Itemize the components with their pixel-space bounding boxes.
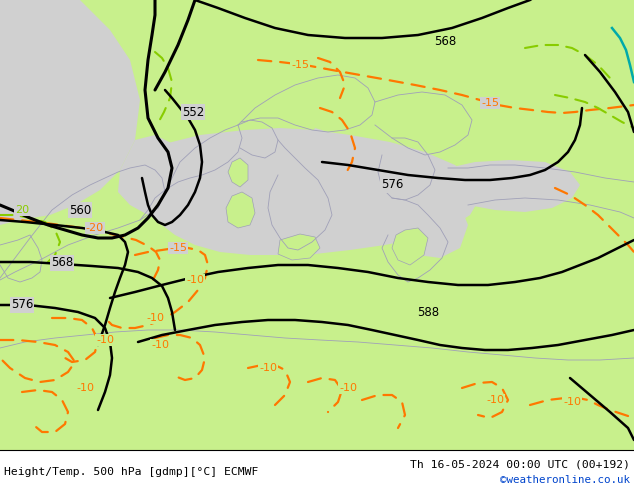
- Polygon shape: [0, 0, 140, 225]
- Text: 576: 576: [381, 178, 403, 192]
- Text: -10: -10: [76, 383, 94, 393]
- Text: -15: -15: [291, 60, 309, 70]
- Text: -10: -10: [146, 313, 164, 323]
- Polygon shape: [448, 160, 580, 212]
- Text: -10: -10: [339, 383, 357, 393]
- Text: -10: -10: [96, 335, 114, 345]
- Text: 568: 568: [434, 35, 456, 49]
- Polygon shape: [403, 195, 468, 258]
- Text: -10: -10: [186, 275, 204, 285]
- Polygon shape: [278, 234, 320, 260]
- Text: Th 16-05-2024 00:00 UTC (00+192): Th 16-05-2024 00:00 UTC (00+192): [410, 459, 630, 469]
- Text: 552: 552: [182, 105, 204, 119]
- Text: -10: -10: [151, 340, 169, 350]
- Polygon shape: [305, 128, 342, 192]
- Bar: [0, 450, 634, 490]
- Text: 588: 588: [417, 305, 439, 318]
- Polygon shape: [392, 228, 428, 265]
- Polygon shape: [228, 158, 248, 187]
- Text: 20: 20: [15, 205, 29, 215]
- Text: -10: -10: [563, 397, 581, 407]
- Text: -15: -15: [169, 243, 187, 253]
- Text: ©weatheronline.co.uk: ©weatheronline.co.uk: [500, 475, 630, 485]
- Polygon shape: [118, 135, 215, 220]
- Text: 560: 560: [69, 203, 91, 217]
- Text: -10: -10: [259, 363, 277, 373]
- Polygon shape: [250, 175, 318, 238]
- Text: -15: -15: [481, 98, 499, 108]
- Polygon shape: [120, 128, 480, 255]
- Text: 568: 568: [51, 256, 73, 270]
- Text: -10: -10: [486, 395, 504, 405]
- Text: 576: 576: [11, 298, 33, 312]
- Text: -20: -20: [86, 223, 104, 233]
- Polygon shape: [226, 192, 255, 228]
- Text: Height/Temp. 500 hPa [gdmp][°C] ECMWF: Height/Temp. 500 hPa [gdmp][°C] ECMWF: [4, 467, 259, 477]
